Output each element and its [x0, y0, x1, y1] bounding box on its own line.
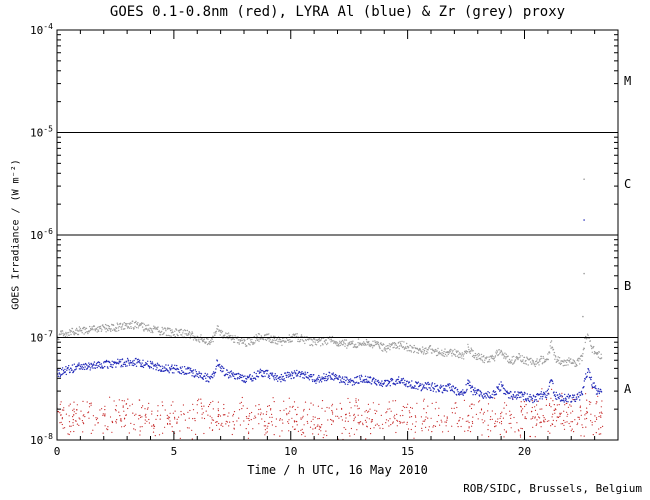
chart-title: GOES 0.1-0.8nm (red), LYRA Al (blue) & Z…: [109, 4, 566, 20]
svg-text:10-7: 10-7: [30, 330, 53, 345]
class-boundary-lines: [57, 132, 618, 338]
y-axis-ticks: [57, 29, 618, 441]
svg-text:20: 20: [518, 445, 531, 458]
svg-text:15: 15: [401, 445, 414, 458]
svg-text:10-4: 10-4: [30, 22, 53, 37]
series-goes-0-1-0-8nm: [56, 387, 604, 441]
y-tick-labels: 10-4 10-5 10-6 10-7 10-8: [30, 22, 53, 447]
x-tick-labels: 0 5 10 15 20: [54, 445, 531, 458]
svg-text:10-5: 10-5: [30, 125, 53, 140]
flare-class-label-a: A: [624, 382, 632, 396]
y-axis-label: GOES Irradiance / (W m⁻²): [10, 159, 22, 310]
svg-text:10-6: 10-6: [30, 227, 53, 242]
series-lyra-al-proxy: [56, 219, 603, 404]
credit-text: ROB/SIDC, Brussels, Belgium: [463, 482, 642, 495]
flare-class-label-c: C: [624, 177, 632, 191]
svg-text:0: 0: [54, 445, 61, 458]
x-axis-ticks: [56, 30, 619, 440]
svg-text:10-8: 10-8: [30, 432, 53, 447]
svg-text:10: 10: [284, 445, 297, 458]
flare-class-label-m: M: [624, 74, 632, 88]
series-lyra-zr-proxy: [56, 178, 603, 368]
flare-class-label-b: B: [624, 279, 632, 293]
svg-text:5: 5: [171, 445, 178, 458]
x-axis-label: Time / h UTC, 16 May 2010: [247, 463, 428, 477]
